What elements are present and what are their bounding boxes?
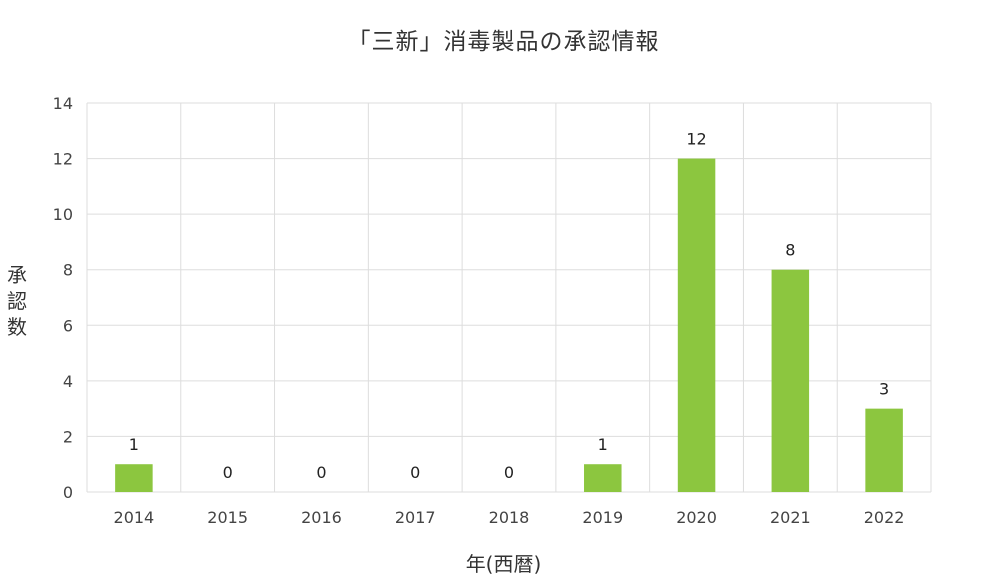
x-tick-label: 2015 <box>207 508 248 527</box>
x-tick-label: 2021 <box>770 508 811 527</box>
data-label: 8 <box>785 241 795 260</box>
y-tick-label: 4 <box>63 372 73 391</box>
chart-title: 「三新」消毒製品の承認情報 <box>347 29 660 55</box>
x-tick-label: 2020 <box>676 508 717 527</box>
bar <box>584 464 622 492</box>
x-tick-label: 2019 <box>582 508 623 527</box>
bar <box>677 158 716 493</box>
data-label: 1 <box>129 435 139 454</box>
x-tick-label: 2016 <box>301 508 342 527</box>
data-label: 0 <box>504 463 514 482</box>
y-tick-label: 10 <box>53 205 73 224</box>
y-axis-label-char: 承 <box>7 263 27 287</box>
y-axis-label-char: 数 <box>7 315 27 339</box>
x-axis-label: 年(西暦) <box>465 552 542 576</box>
y-tick-label: 6 <box>63 316 73 335</box>
bar <box>865 408 903 492</box>
y-axis-label-char: 認 <box>7 289 27 313</box>
x-tick-label: 2017 <box>395 508 436 527</box>
y-tick-label: 8 <box>63 261 73 280</box>
data-label: 12 <box>686 130 706 149</box>
y-tick-label: 14 <box>53 94 73 113</box>
data-label: 0 <box>223 463 233 482</box>
x-tick-label: 2022 <box>864 508 905 527</box>
bar <box>115 464 153 492</box>
x-tick-label: 2014 <box>114 508 155 527</box>
data-label: 3 <box>879 380 889 399</box>
bar <box>771 269 810 492</box>
data-label: 0 <box>410 463 420 482</box>
data-label: 0 <box>316 463 326 482</box>
data-label: 1 <box>598 435 608 454</box>
y-tick-label: 0 <box>63 483 73 502</box>
y-tick-label: 2 <box>63 427 73 446</box>
x-tick-label: 2018 <box>489 508 530 527</box>
y-axis-label: 承 認 数 <box>4 262 30 340</box>
y-tick-label: 12 <box>53 150 73 169</box>
